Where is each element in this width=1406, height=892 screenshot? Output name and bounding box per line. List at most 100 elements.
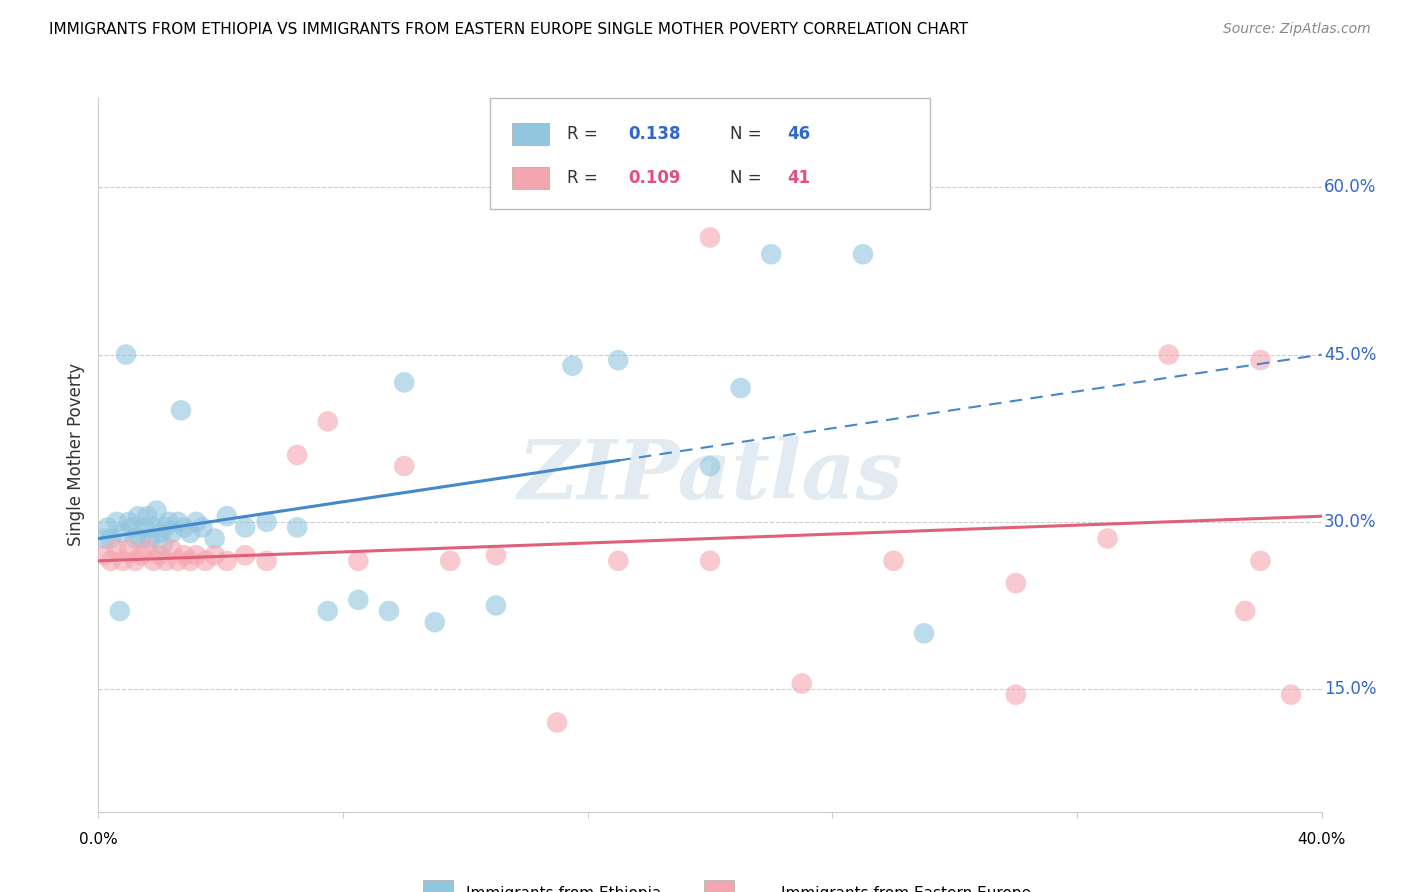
Point — [561, 359, 583, 373]
FancyBboxPatch shape — [704, 880, 734, 892]
Point — [1157, 348, 1180, 362]
Point — [155, 520, 177, 534]
Text: 41: 41 — [787, 169, 810, 187]
Point — [546, 715, 568, 730]
Point — [127, 509, 149, 524]
Point — [108, 604, 131, 618]
Point — [145, 503, 167, 517]
Text: 60.0%: 60.0% — [1324, 178, 1376, 196]
Point — [285, 520, 308, 534]
FancyBboxPatch shape — [512, 168, 548, 189]
Point — [155, 554, 177, 568]
Point — [607, 554, 630, 568]
Point — [699, 554, 721, 568]
Text: 30.0%: 30.0% — [1324, 513, 1376, 531]
Point — [93, 532, 115, 546]
Point — [485, 599, 508, 613]
Text: 0.109: 0.109 — [628, 169, 681, 187]
Point — [100, 532, 122, 546]
Point — [93, 548, 115, 563]
Text: 40.0%: 40.0% — [1298, 831, 1346, 847]
Point — [186, 515, 208, 529]
Point — [1097, 532, 1119, 546]
Text: R =: R = — [567, 169, 609, 187]
Point — [233, 548, 256, 563]
Point — [100, 554, 122, 568]
Point — [790, 676, 813, 690]
Point — [852, 247, 875, 261]
Point — [347, 554, 370, 568]
Point — [170, 403, 193, 417]
Text: R =: R = — [567, 125, 609, 143]
Point — [136, 542, 159, 557]
Point — [439, 554, 461, 568]
Point — [173, 520, 195, 534]
Point — [392, 458, 416, 473]
Point — [347, 592, 370, 607]
Point — [105, 542, 128, 557]
Point — [215, 509, 238, 524]
Point — [111, 526, 134, 541]
Point — [194, 554, 217, 568]
Text: 45.0%: 45.0% — [1324, 345, 1376, 364]
Point — [149, 548, 172, 563]
Text: 15.0%: 15.0% — [1324, 680, 1376, 698]
Point — [149, 526, 172, 541]
Point — [256, 554, 278, 568]
Text: IMMIGRANTS FROM ETHIOPIA VS IMMIGRANTS FROM EASTERN EUROPE SINGLE MOTHER POVERTY: IMMIGRANTS FROM ETHIOPIA VS IMMIGRANTS F… — [49, 22, 969, 37]
Text: 0.138: 0.138 — [628, 125, 681, 143]
Point — [142, 554, 165, 568]
Point — [124, 532, 146, 546]
Point — [173, 548, 195, 563]
Text: N =: N = — [730, 169, 772, 187]
Point — [97, 520, 120, 534]
Point — [1249, 554, 1271, 568]
Point — [160, 542, 183, 557]
Text: Immigrants from Ethiopia: Immigrants from Ethiopia — [465, 887, 661, 892]
Point — [256, 515, 278, 529]
Point — [191, 520, 214, 534]
Point — [759, 247, 782, 261]
Point — [157, 515, 180, 529]
FancyBboxPatch shape — [423, 880, 453, 892]
Point — [139, 532, 162, 546]
Point — [129, 532, 152, 546]
Point — [730, 381, 752, 395]
Point — [118, 542, 141, 557]
Point — [1249, 353, 1271, 368]
Point — [186, 548, 208, 563]
Point — [136, 509, 159, 524]
Point — [699, 458, 721, 473]
Point — [607, 353, 630, 368]
Y-axis label: Single Mother Poverty: Single Mother Poverty — [67, 363, 86, 547]
Point — [1279, 688, 1302, 702]
Point — [285, 448, 308, 462]
Point — [699, 230, 721, 244]
Point — [316, 414, 339, 428]
Point — [179, 526, 201, 541]
Point — [1004, 688, 1026, 702]
Point — [134, 520, 156, 534]
Point — [129, 548, 152, 563]
FancyBboxPatch shape — [512, 123, 548, 145]
Text: ZIPatlas: ZIPatlas — [517, 436, 903, 516]
Point — [152, 537, 174, 551]
Point — [121, 520, 143, 534]
Point — [485, 548, 508, 563]
Point — [142, 520, 165, 534]
Text: N =: N = — [730, 125, 772, 143]
Point — [167, 554, 190, 568]
Point — [124, 554, 146, 568]
Point — [105, 515, 128, 529]
Point — [316, 604, 339, 618]
Point — [111, 554, 134, 568]
Point — [1004, 576, 1026, 591]
Point — [1234, 604, 1257, 618]
Point — [118, 515, 141, 529]
Point — [160, 526, 183, 541]
Text: 0.0%: 0.0% — [79, 831, 118, 847]
Point — [179, 554, 201, 568]
Point — [423, 615, 446, 630]
Point — [204, 548, 226, 563]
Point — [392, 376, 416, 390]
